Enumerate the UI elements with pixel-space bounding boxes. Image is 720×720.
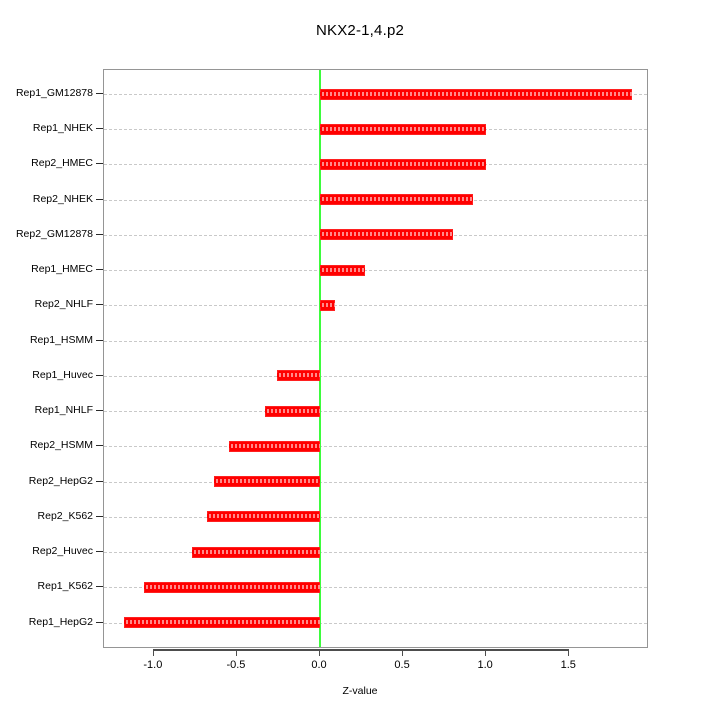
gridline xyxy=(104,270,647,272)
y-axis-tick-mark xyxy=(96,163,103,165)
gridline xyxy=(104,516,647,518)
bar xyxy=(213,476,321,488)
x-axis-tick-label: 1.5 xyxy=(560,659,576,671)
x-axis-tick-mark xyxy=(485,649,487,656)
bar xyxy=(207,511,320,523)
y-axis-tick-label: Rep2_NHLF xyxy=(34,298,93,311)
y-axis-tick-label: Rep2_Huvec xyxy=(32,545,93,558)
gridline xyxy=(104,305,647,307)
bar xyxy=(320,88,633,100)
y-axis-tick-label: Rep2_K562 xyxy=(37,509,93,522)
x-axis-tick-label: 0.0 xyxy=(311,659,327,671)
y-axis-tick-label: Rep1_NHLF xyxy=(34,404,93,417)
x-axis-tick-mark xyxy=(152,649,154,656)
bar xyxy=(320,229,453,241)
y-axis-tick-mark xyxy=(96,198,103,200)
y-axis-tick-label: Rep1_HSMM xyxy=(29,333,93,346)
x-axis-tick-label: -1.0 xyxy=(143,659,163,671)
y-axis-tick-mark xyxy=(96,93,103,94)
y-axis-tick-label: Rep1_NHEK xyxy=(32,122,93,135)
y-axis-tick-mark xyxy=(96,233,103,235)
gridline xyxy=(104,587,647,589)
y-axis-tick-mark xyxy=(96,551,103,553)
bars-layer xyxy=(104,70,647,647)
y-axis-tick-mark xyxy=(96,515,103,517)
x-axis-tick-mark xyxy=(235,649,237,656)
gridline xyxy=(104,446,647,448)
bar xyxy=(192,546,320,558)
x-axis-tick-mark xyxy=(568,649,570,656)
y-axis-tick-mark xyxy=(96,621,103,623)
x-axis-tick-mark xyxy=(402,649,404,656)
gridline xyxy=(104,375,647,377)
x-axis-tick-label: 0.5 xyxy=(394,659,410,671)
zero-reference-line xyxy=(319,70,321,647)
y-axis-tick-mark xyxy=(96,480,103,482)
gridline xyxy=(104,411,647,413)
bar xyxy=(320,158,487,170)
x-axis-line xyxy=(152,649,569,651)
y-axis-tick-mark xyxy=(96,339,103,341)
x-axis-tick-mark xyxy=(319,649,320,656)
bar xyxy=(320,264,365,276)
y-axis-tick-label: Rep2_NHEK xyxy=(32,192,93,205)
y-axis-tick-label: Rep2_HMEC xyxy=(31,157,93,170)
y-axis-tick-label: Rep1_Huvec xyxy=(32,368,93,381)
y-axis-tick-label: Rep2_HSMM xyxy=(29,439,93,452)
y-axis-tick-mark xyxy=(96,128,103,130)
bar xyxy=(228,440,321,452)
x-axis-tick-label: 1.0 xyxy=(477,659,493,671)
bar xyxy=(320,299,335,311)
bar xyxy=(320,123,487,135)
x-axis-title: Z-value xyxy=(342,685,378,697)
bar xyxy=(143,581,321,593)
plot-inner xyxy=(104,70,647,647)
bar xyxy=(320,194,473,206)
gridline xyxy=(104,481,647,483)
y-axis-tick-mark xyxy=(96,269,103,271)
bar xyxy=(276,370,321,382)
y-axis-tick-mark xyxy=(96,374,103,376)
gridline xyxy=(104,340,647,342)
y-axis-tick-label: Rep1_HMEC xyxy=(31,263,93,276)
y-axis-tick-label: Rep1_GM12878 xyxy=(15,87,93,99)
bar xyxy=(123,617,321,629)
x-axis-tick-label: -0.5 xyxy=(226,659,246,671)
y-axis-tick-label: Rep2_GM12878 xyxy=(15,227,93,240)
plot-area xyxy=(103,69,648,648)
y-axis-tick-mark xyxy=(96,304,103,306)
y-axis-tick-label: Rep1_K562 xyxy=(37,580,93,593)
gridline xyxy=(104,622,647,624)
y-axis-tick-label: Rep2_HepG2 xyxy=(28,474,93,487)
bar xyxy=(265,405,320,417)
chart-title: NKX2-1,4.p2 xyxy=(315,22,405,39)
gridline xyxy=(104,552,647,554)
y-axis-tick-mark xyxy=(96,410,103,412)
y-axis-tick-mark xyxy=(96,445,103,447)
y-axis-tick-label: Rep1_HepG2 xyxy=(28,615,93,628)
y-axis-tick-mark xyxy=(96,586,103,588)
